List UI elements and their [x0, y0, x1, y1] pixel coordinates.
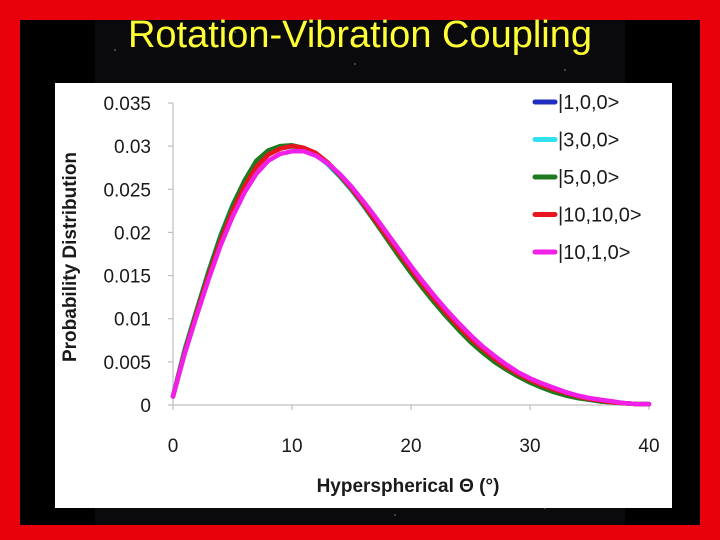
legend-label: |5,0,0> — [558, 167, 619, 189]
y-tick-label: 0 — [140, 396, 151, 417]
y-axis-label: Probability Distribution — [60, 152, 81, 362]
y-tick-label: 0.005 — [103, 353, 151, 374]
legend-label: |3,0,0> — [558, 130, 619, 152]
x-tick-label: 0 — [168, 436, 179, 457]
y-tick-label: 0.01 — [114, 310, 151, 331]
line-chart: 0 0.005 0.01 0.015 0.02 0.025 0.03 0.035 0 10 20 3… — [60, 92, 660, 497]
legend-label: |1,0,0> — [558, 92, 619, 114]
x-tick-label: 40 — [638, 436, 659, 457]
y-tick-label: 0.025 — [103, 180, 151, 201]
x-tick-label: 20 — [400, 436, 421, 457]
chart-panel: 0 0.005 0.01 0.015 0.02 0.025 0.03 0.035 0 10 20 3… — [55, 83, 672, 508]
slide-title: Rotation-Vibration Coupling — [127, 14, 593, 56]
series-line — [170, 149, 652, 407]
x-tick-label: 30 — [519, 436, 540, 457]
y-tick-label: 0.03 — [114, 137, 151, 158]
y-tick-label: 0.015 — [103, 267, 151, 288]
y-tick-label: 0.035 — [103, 94, 151, 115]
x-tick-label: 10 — [281, 436, 302, 457]
y-tick-label: 0.02 — [114, 223, 151, 244]
x-axis-label: Hyperspherical Θ (°) — [317, 476, 500, 497]
legend-label: |10,1,0> — [558, 242, 630, 264]
legend-label: |10,10,0> — [558, 205, 642, 227]
